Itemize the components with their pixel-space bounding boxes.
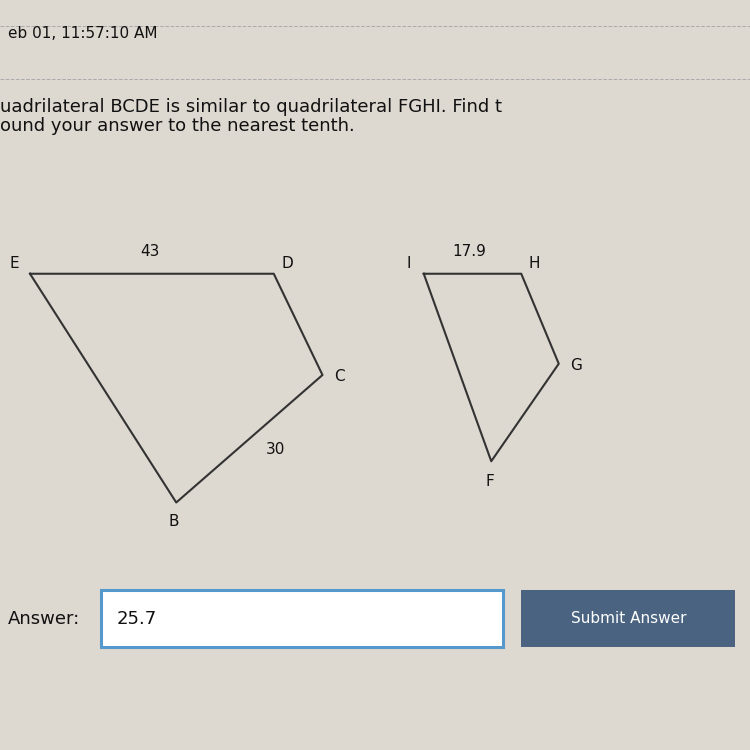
Text: Submit Answer: Submit Answer (571, 611, 686, 626)
FancyBboxPatch shape (521, 590, 735, 647)
Text: ound your answer to the nearest tenth.: ound your answer to the nearest tenth. (0, 117, 355, 135)
Text: D: D (281, 256, 293, 272)
Text: 30: 30 (266, 442, 286, 458)
FancyBboxPatch shape (101, 590, 502, 647)
Text: 43: 43 (140, 244, 160, 259)
Text: F: F (485, 474, 494, 489)
Text: I: I (406, 256, 411, 272)
Text: G: G (570, 358, 582, 373)
Text: Answer:: Answer: (8, 610, 80, 628)
Text: H: H (529, 256, 540, 272)
Text: 17.9: 17.9 (452, 244, 486, 259)
Text: B: B (169, 514, 179, 529)
Text: uadrilateral BCDE is similar to quadrilateral FGHI. Find t: uadrilateral BCDE is similar to quadrila… (0, 98, 502, 116)
Text: C: C (334, 369, 344, 384)
Text: 25.7: 25.7 (116, 610, 157, 628)
Text: E: E (9, 256, 19, 272)
Text: eb 01, 11:57:10 AM: eb 01, 11:57:10 AM (8, 26, 157, 41)
